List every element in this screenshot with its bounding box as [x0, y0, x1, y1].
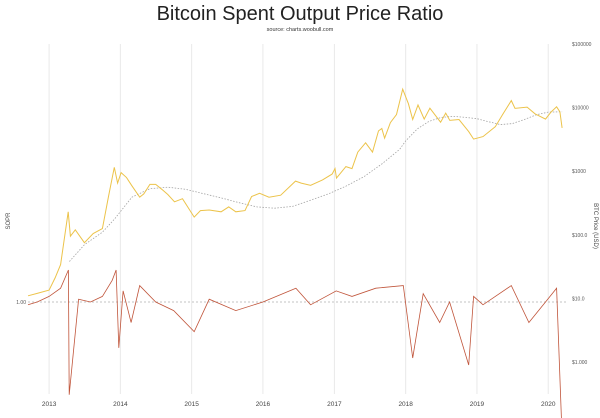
chart-subtitle: source: charts.woobull.com: [266, 27, 334, 33]
right-tick-label: $10000: [572, 106, 589, 112]
moving-average-line: [69, 111, 563, 262]
right-tick-label: $100.0: [572, 233, 588, 239]
y-axis-label-left: SOPR: [6, 212, 12, 230]
x-tick-label: 2014: [113, 401, 128, 408]
x-tick-label: 2013: [42, 401, 57, 408]
x-tick-label: 2020: [541, 401, 556, 408]
right-tick-label: $1.000: [572, 360, 588, 366]
right-tick-label: $1000: [572, 169, 586, 175]
sopr-line: [27, 269, 562, 418]
right-tick-label: $100000: [572, 42, 592, 48]
x-tick-label: 2017: [327, 401, 342, 408]
x-tick-label: 2019: [470, 401, 485, 408]
y-axis-label-right: BTC Price (USD): [592, 203, 598, 249]
left-axis-ticks: 1.00: [16, 300, 26, 306]
x-axis-ticks: 2013 2014 2015 2016 2017 2018 2019 2020: [42, 401, 556, 408]
x-tick-label: 2018: [398, 401, 413, 408]
chart-title: Bitcoin Spent Output Price Ratio: [156, 3, 444, 25]
right-tick-label: $10.0: [572, 296, 585, 302]
left-tick-label: 1.00: [16, 300, 26, 306]
right-axis-ticks: $1.000 $10.0 $100.0 $1000 $10000 $100000: [572, 42, 592, 366]
grid-layer: [48, 44, 549, 394]
x-tick-label: 2016: [256, 401, 271, 408]
btc-price-line: [27, 87, 563, 297]
x-tick-label: 2015: [184, 401, 199, 408]
